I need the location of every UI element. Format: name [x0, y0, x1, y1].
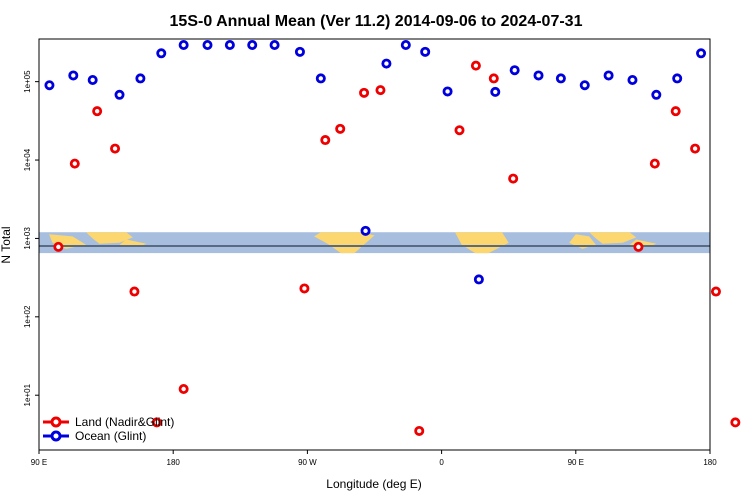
ocean-band: [39, 232, 710, 254]
y-tick-label-4: 1e+05: [23, 70, 32, 93]
land-point-22: [730, 417, 741, 428]
land-point-9: [335, 123, 346, 134]
x-tick-label-1: 180: [167, 458, 181, 467]
x-axis-label: Longitude (deg E): [326, 477, 421, 491]
ocean-point-22: [555, 73, 566, 84]
ocean-point-5: [156, 48, 167, 59]
land-point-11: [375, 85, 386, 96]
y-axis-label: N Total: [0, 226, 13, 263]
ocean-point-7: [202, 40, 213, 51]
land-mass-5: [589, 232, 637, 244]
ocean-point-28: [696, 48, 707, 59]
y-tick-label-1: 1e+02: [23, 305, 32, 328]
ocean-point-3: [114, 89, 125, 100]
data-points: [44, 40, 741, 436]
land-point-18: [649, 158, 660, 169]
x-tick-label-4: 90 E: [568, 458, 584, 467]
land-mass-2: [119, 239, 147, 247]
land-point-12: [414, 425, 425, 436]
land-point-19: [670, 106, 681, 117]
ocean-point-6: [178, 40, 189, 51]
ocean-point-1: [68, 70, 79, 81]
ocean-point-11: [294, 46, 305, 57]
legend-ocean-marker: [50, 430, 62, 442]
ocean-point-14: [381, 58, 392, 69]
land-point-5: [151, 417, 162, 428]
ocean-point-13: [360, 225, 371, 236]
ocean-point-9: [247, 40, 258, 51]
land-point-21: [710, 286, 721, 297]
legend-land-label: Land (Nadir&Glint): [75, 415, 174, 429]
ocean-point-18: [473, 274, 484, 285]
ocean-point-0: [44, 80, 55, 91]
y-tick-label-2: 1e+03: [23, 227, 32, 250]
land-point-1: [69, 158, 80, 169]
x-tick-label-5: 180: [703, 458, 717, 467]
ocean-point-17: [442, 86, 453, 97]
y-tick-label-0: 1e+01: [23, 383, 32, 406]
land-mass-0: [86, 232, 133, 244]
plot-frame: [38, 38, 711, 451]
land-point-3: [110, 143, 121, 154]
ocean-point-20: [509, 65, 520, 76]
land-point-0: [53, 241, 64, 252]
ocean-point-10: [269, 40, 280, 51]
legend: Land (Nadir&Glint) Ocean (Glint): [43, 415, 174, 443]
land-point-6: [178, 384, 189, 395]
x-tick-label-2: 90 W: [298, 458, 317, 467]
y-tick-label-3: 1e+04: [23, 148, 32, 171]
land-point-2: [92, 106, 103, 117]
land-point-16: [508, 173, 519, 184]
land-mass-3: [314, 232, 375, 254]
land-point-17: [633, 241, 644, 252]
x-tick-label-3: 0: [439, 458, 444, 467]
ocean-point-25: [627, 74, 638, 85]
ocean-point-26: [651, 89, 662, 100]
land-point-20: [690, 143, 701, 154]
ocean-point-24: [603, 70, 614, 81]
map-band: [39, 232, 710, 254]
ocean-point-2: [87, 74, 98, 85]
ocean-point-8: [224, 40, 235, 51]
land-point-10: [359, 87, 370, 98]
legend-land-marker: [50, 416, 62, 428]
land-point-8: [320, 135, 331, 146]
land-point-7: [299, 283, 310, 294]
ocean-point-16: [420, 46, 431, 57]
ocean-point-12: [315, 73, 326, 84]
ocean-point-4: [135, 73, 146, 84]
chart-title: 15S-0 Annual Mean (Ver 11.2) 2014-09-06 …: [170, 13, 583, 30]
ocean-point-27: [672, 73, 683, 84]
ocean-point-15: [400, 40, 411, 51]
land-point-4: [129, 286, 140, 297]
ocean-point-23: [579, 80, 590, 91]
x-tick-label-0: 90 E: [31, 458, 47, 467]
ocean-point-19: [490, 86, 501, 97]
land-point-15: [488, 73, 499, 84]
legend-ocean-label: Ocean (Glint): [75, 429, 146, 443]
land-point-14: [470, 60, 481, 71]
axes: 90 E 180 90 W 0 90 E 180 1e+01 1e+02 1e+03 1e+04 1…: [23, 70, 717, 467]
ocean-point-21: [533, 70, 544, 81]
land-point-13: [454, 125, 465, 136]
land-mass-4: [455, 232, 509, 254]
